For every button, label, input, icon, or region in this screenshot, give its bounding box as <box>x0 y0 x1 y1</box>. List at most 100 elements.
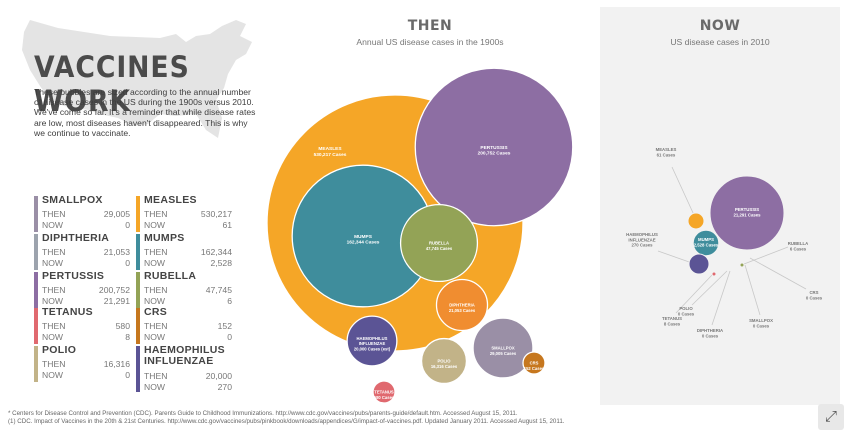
bubble-label: CRS <box>809 290 818 295</box>
bubble-value-label: 0 Cases <box>806 295 823 300</box>
then-label: THEN <box>42 359 66 369</box>
bubble-label: CRS <box>530 361 539 366</box>
bubble-value-label: 0 Cases <box>753 323 770 328</box>
bubble-value-label: 152 Cases <box>524 366 545 371</box>
bubble-label: INFLUENZAE <box>628 237 655 242</box>
bubble-circle <box>414 67 574 227</box>
bubble-value-label: 21,291 Cases <box>734 212 762 217</box>
now-value: 0 <box>125 370 130 380</box>
legend-swatch <box>34 196 38 232</box>
legend-name: HAEMOPHILUS INFLUENZAE <box>144 345 225 367</box>
legend-name-line: INFLUENZAE <box>144 355 214 367</box>
legend-item-tetanus: TETANUS THEN 580 NOW 8 <box>34 307 134 348</box>
bubble-label: HAEMOPHILUS <box>357 336 388 341</box>
now-label: NOW <box>144 258 166 268</box>
then-title: THEN <box>407 18 453 34</box>
legend-name: DIPHTHERIA <box>42 232 110 244</box>
bubble-label: TETANUS <box>374 390 394 395</box>
bubble-value-label: 162,344 Cases <box>347 240 380 246</box>
callout-line <box>671 166 695 216</box>
legend-item-pertussis: PERTUSSIS THEN 200,752 NOW 21,291 <box>34 271 134 312</box>
legend-swatch <box>136 272 140 308</box>
legend-item-haemophilus-influenzae: HAEMOPHILUS INFLUENZAE THEN 20,000 NOW 270 <box>136 345 236 398</box>
then-value: 16,316 <box>103 359 130 369</box>
left-panel: VACCINES WORK These bubbles are sized ac… <box>0 0 262 405</box>
bubble-label: MEASLES <box>656 147 677 152</box>
then-value: 530,217 <box>200 209 232 219</box>
bubble-value-label: 21,053 Cases <box>449 308 476 313</box>
legend-name: MUMPS <box>144 232 185 244</box>
bubble-value-label: 6 Cases <box>790 246 807 251</box>
bubble-circle <box>372 380 396 404</box>
then-label: THEN <box>42 285 66 295</box>
now-value: 6 <box>227 296 232 306</box>
bubble-label: DIPHTHERIA <box>697 328 723 333</box>
callout-line <box>743 246 789 265</box>
bubble-circle <box>346 315 398 367</box>
now-label: NOW <box>42 258 64 268</box>
bubble-circle <box>522 351 546 375</box>
now-value: 0 <box>125 258 130 268</box>
then-label: THEN <box>144 371 168 381</box>
callout-line <box>675 274 713 314</box>
then-value: 47,745 <box>205 285 232 295</box>
bubble-label: SMALLPOX <box>749 318 773 323</box>
now-label: NOW <box>144 382 166 392</box>
bubble-value-label: 16,316 Cases <box>431 364 458 369</box>
legend-swatch <box>34 234 38 270</box>
now-value: 2,528 <box>210 258 232 268</box>
page-title: VACCINES WORK <box>34 50 190 118</box>
then-label: THEN <box>144 209 168 219</box>
then-value: 200,752 <box>98 285 130 295</box>
legend-item-rubella: RUBELLA THEN 47,745 NOW 6 <box>136 271 236 312</box>
then-label: THEN <box>144 321 168 331</box>
bubble-label: POLIO <box>679 306 693 311</box>
now-label: NOW <box>144 296 166 306</box>
expand-button[interactable]: ⤢ <box>818 404 844 430</box>
bubble-label: MUMPS <box>698 237 714 242</box>
bubble-circle <box>709 175 785 251</box>
intro-text: These bubbles are sized according to the… <box>34 87 256 138</box>
expand-icon: ⤢ <box>824 408 837 425</box>
sources: * Centers for Disease Control and Preven… <box>8 410 608 426</box>
then-label: THEN <box>42 321 66 331</box>
then-value: 162,344 <box>200 247 232 257</box>
bubble-value-label: 200,752 Cases <box>478 151 511 157</box>
bubble-label: HAEMOPHILUS <box>626 232 658 237</box>
then-value: 20,000 <box>205 371 232 381</box>
then-value: 152 <box>217 321 232 331</box>
bubble-circle <box>435 278 489 332</box>
now-value: 270 <box>217 382 232 392</box>
bubble-label: RUBELLA <box>788 241 809 246</box>
legend-name: POLIO <box>42 344 77 356</box>
then-label: THEN <box>42 247 66 257</box>
legend-swatch <box>34 272 38 308</box>
bubble-circle <box>692 229 720 257</box>
legend-name: SMALLPOX <box>42 194 103 206</box>
now-value: 0 <box>227 332 232 342</box>
now-title: NOW <box>699 18 741 34</box>
bubble-value-label: 8 Cases <box>664 321 681 326</box>
bubble-value-label: 270 Cases <box>631 243 653 248</box>
callout-line <box>711 270 731 326</box>
us-map-icon <box>22 20 252 138</box>
then-label: THEN <box>144 247 168 257</box>
bubble-circle <box>399 203 479 283</box>
legend-item-crs: CRS THEN 152 NOW 0 <box>136 307 236 348</box>
now-value: 0 <box>125 220 130 230</box>
source-line: (1) CDC. Impact of Vaccines in the 20th … <box>8 418 565 426</box>
callout-line <box>657 250 693 264</box>
bubble-circle <box>688 253 710 275</box>
legend-swatch <box>136 346 140 392</box>
callout-line <box>749 257 807 290</box>
source-line: * Centers for Disease Control and Preven… <box>8 410 518 417</box>
bubble-value-label: 29,005 Cases <box>490 351 517 356</box>
